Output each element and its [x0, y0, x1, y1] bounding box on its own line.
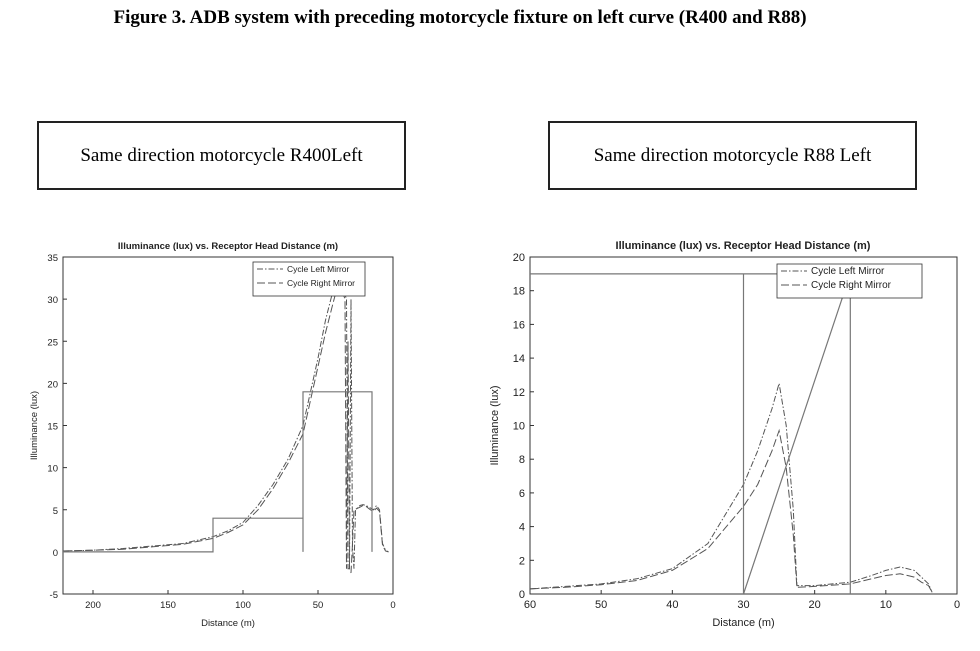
y-tick-label: 20	[513, 252, 525, 264]
legend-box	[252, 261, 366, 297]
chart-title: Illuminance (lux) vs. Receptor Head Dist…	[616, 240, 871, 252]
panel-label-r400-left: Same direction motorcycle R400Left	[37, 121, 406, 190]
y-tick-label: 5	[53, 506, 58, 517]
x-tick-label: 50	[313, 600, 324, 611]
chart-title: Illuminance (lux) vs. Receptor Head Dist…	[118, 241, 338, 252]
y-tick-label: 18	[513, 286, 525, 298]
legend-entry-label: Cycle Right Mirror	[287, 278, 355, 288]
x-tick-label: 30	[737, 599, 749, 611]
y-tick-label: 0	[53, 548, 58, 559]
x-tick-label: 10	[880, 599, 892, 611]
y-tick-label: 25	[47, 337, 58, 348]
series-line-cycle-right-mirror	[530, 428, 933, 593]
x-tick-label: 20	[809, 599, 821, 611]
legend-entry-label: Cycle Right Mirror	[811, 280, 892, 291]
fixture-boundary-line	[63, 391, 373, 553]
y-tick-label: 6	[519, 488, 525, 500]
y-tick-label: 16	[513, 319, 525, 331]
x-tick-label: 150	[160, 600, 176, 611]
x-axis-label: Distance (m)	[712, 617, 774, 629]
y-tick-label: 10	[513, 421, 525, 433]
y-tick-label: 2	[519, 555, 525, 567]
y-tick-label: 35	[47, 253, 58, 264]
y-tick-label: 0	[519, 589, 525, 601]
x-tick-label: 100	[235, 600, 251, 611]
y-axis-label: Illuminance (lux)	[489, 385, 501, 465]
y-tick-label: 4	[519, 522, 525, 534]
y-tick-label: 14	[513, 353, 525, 365]
y-tick-label: 30	[47, 295, 58, 306]
x-tick-label: 200	[85, 600, 101, 611]
x-tick-label: 60	[524, 599, 536, 611]
y-tick-label: -5	[50, 590, 58, 601]
y-tick-label: 20	[47, 379, 58, 390]
x-tick-label: 0	[390, 600, 395, 611]
x-axis-label: Distance (m)	[201, 618, 255, 629]
panel-label-r88-left: Same direction motorcycle R88 Left	[548, 121, 917, 190]
figure-title: Figure 3. ADB system with preceding moto…	[113, 7, 807, 28]
legend-entry-label: Cycle Left Mirror	[287, 264, 350, 274]
x-tick-label: 50	[595, 599, 607, 611]
y-axis-label: Illuminance (lux)	[29, 391, 40, 460]
series-line-cycle-left-mirror	[530, 383, 933, 593]
legend-entry-label: Cycle Left Mirror	[811, 266, 885, 277]
x-tick-label: 40	[666, 599, 678, 611]
y-tick-label: 10	[47, 464, 58, 475]
y-tick-label: 15	[47, 422, 58, 433]
legend-box	[776, 263, 923, 299]
y-tick-label: 12	[513, 387, 525, 399]
y-tick-label: 8	[519, 454, 525, 466]
x-tick-label: 0	[954, 599, 960, 611]
fixture-boundary-line	[530, 273, 851, 594]
